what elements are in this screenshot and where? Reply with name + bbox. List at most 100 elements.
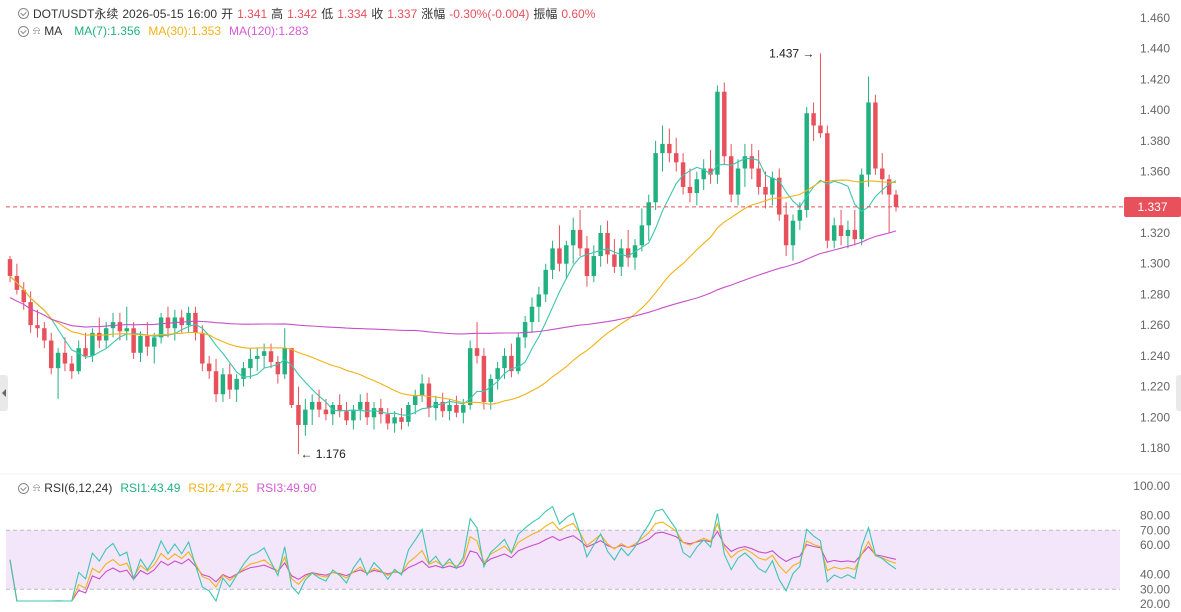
rsi-tick-label: 100.00: [1133, 479, 1170, 493]
candle-body: [399, 417, 404, 422]
candle-body: [440, 401, 445, 412]
candle-body: [680, 162, 686, 187]
candle-body: [303, 409, 308, 425]
candle-body: [117, 322, 123, 332]
candle-body: [756, 168, 761, 187]
collapse-icon[interactable]: [18, 482, 29, 494]
candle-body: [220, 374, 226, 395]
price-tick-label: 1.420: [1140, 72, 1170, 86]
ma7-line: [9, 158, 897, 416]
candle-body: [619, 248, 624, 267]
chevron-left-icon[interactable]: [0, 375, 8, 411]
collapse-icon[interactable]: [18, 8, 29, 19]
candle-body: [152, 337, 157, 347]
candle-body: [158, 317, 164, 338]
candle-body: [673, 153, 679, 163]
datetime-label: 2026-05-15 16:00: [122, 6, 218, 21]
rsi-legend: ⍾ RSI(6,12,24) RSI1:43.49 RSI2:47.25 RSI…: [18, 481, 316, 495]
candle-body: [818, 125, 823, 134]
candle-body: [722, 91, 727, 157]
rsi-tick-label: 20.00: [1140, 597, 1170, 611]
candle-body: [873, 102, 878, 169]
candle-body: [522, 322, 528, 338]
candle-body: [48, 340, 54, 369]
candle-body: [763, 186, 768, 195]
rsi3-line: [9, 530, 897, 602]
high-value: 1.342: [287, 6, 318, 21]
candle-body: [193, 312, 198, 333]
bell-icon[interactable]: ⍾: [33, 481, 41, 494]
candle-body: [371, 408, 377, 418]
candle-body: [323, 409, 329, 415]
rsi-indicator-label[interactable]: RSI(6,12,24): [44, 481, 113, 495]
candle-body: [378, 408, 384, 415]
candle-body: [735, 168, 741, 195]
current-price-tag: 1.337: [1124, 197, 1181, 217]
rsi1-line: [9, 505, 897, 603]
high-label: 高: [271, 7, 284, 21]
candle-body: [715, 91, 720, 175]
candle-body: [364, 401, 370, 418]
candle-body: [97, 332, 102, 341]
ma30-value: MA(30):1.353: [148, 24, 222, 38]
candle-body: [660, 143, 665, 154]
ma120-value: MA(120):1.283: [229, 24, 309, 38]
candle-body: [419, 383, 425, 396]
candle-body: [838, 225, 844, 237]
price-tick-label: 1.280: [1140, 287, 1170, 301]
candle-body: [358, 401, 363, 410]
candle-body: [337, 405, 342, 412]
scroll-handle[interactable]: [1176, 375, 1181, 411]
candle-body: [275, 362, 281, 375]
ma-indicator-label[interactable]: MA: [44, 24, 63, 38]
candle-body: [495, 368, 500, 379]
price-tick-label: 1.460: [1140, 11, 1170, 25]
candle-body: [282, 348, 287, 375]
open-value: 1.341: [237, 6, 268, 21]
change-label: 涨幅: [421, 7, 446, 21]
symbol-label[interactable]: DOT/USDT永续: [33, 7, 119, 21]
candle-body: [145, 335, 150, 347]
candle-body: [502, 355, 507, 369]
ma30-line: [9, 179, 897, 405]
amplitude-label: 振幅: [533, 7, 558, 21]
candle-body: [69, 363, 75, 372]
low-value: 1.334: [337, 6, 368, 21]
price-tick-label: 1.300: [1140, 257, 1170, 271]
price-tick-label: 1.260: [1140, 318, 1170, 332]
candle-body: [570, 229, 576, 246]
candle-body: [845, 229, 851, 237]
candle-body: [289, 348, 294, 405]
candle-body: [612, 254, 617, 267]
candle-body: [742, 156, 748, 169]
candle-body: [886, 179, 892, 195]
candle-body: [21, 289, 26, 303]
candle-body: [461, 405, 466, 413]
candle-body: [42, 328, 47, 341]
candle-body: [694, 179, 700, 194]
price-tick-label: 1.440: [1140, 42, 1170, 56]
candle-body: [474, 348, 480, 356]
candle-body: [131, 328, 136, 353]
candle-body: [550, 248, 555, 270]
open-label: 开: [221, 7, 234, 21]
candle-body: [268, 351, 274, 362]
candle-body: [777, 177, 782, 215]
price-tick-label: 1.320: [1140, 226, 1170, 240]
rsi2-value: RSI2:47.25: [188, 481, 249, 495]
candle-body: [488, 378, 494, 402]
rsi1-value: RSI1:43.49: [120, 481, 181, 495]
candle-body: [296, 405, 301, 425]
price-tick-label: 1.200: [1140, 410, 1170, 424]
candle-body: [728, 156, 734, 195]
candle-body: [804, 113, 809, 210]
candle-body: [852, 229, 858, 240]
candle-body: [179, 317, 184, 326]
collapse-icon[interactable]: [18, 25, 29, 37]
candle-body: [749, 156, 754, 169]
price-tick-label: 1.220: [1140, 380, 1170, 394]
bell-icon[interactable]: ⍾: [33, 24, 41, 37]
candle-body: [412, 395, 418, 405]
candle-body: [248, 358, 253, 369]
